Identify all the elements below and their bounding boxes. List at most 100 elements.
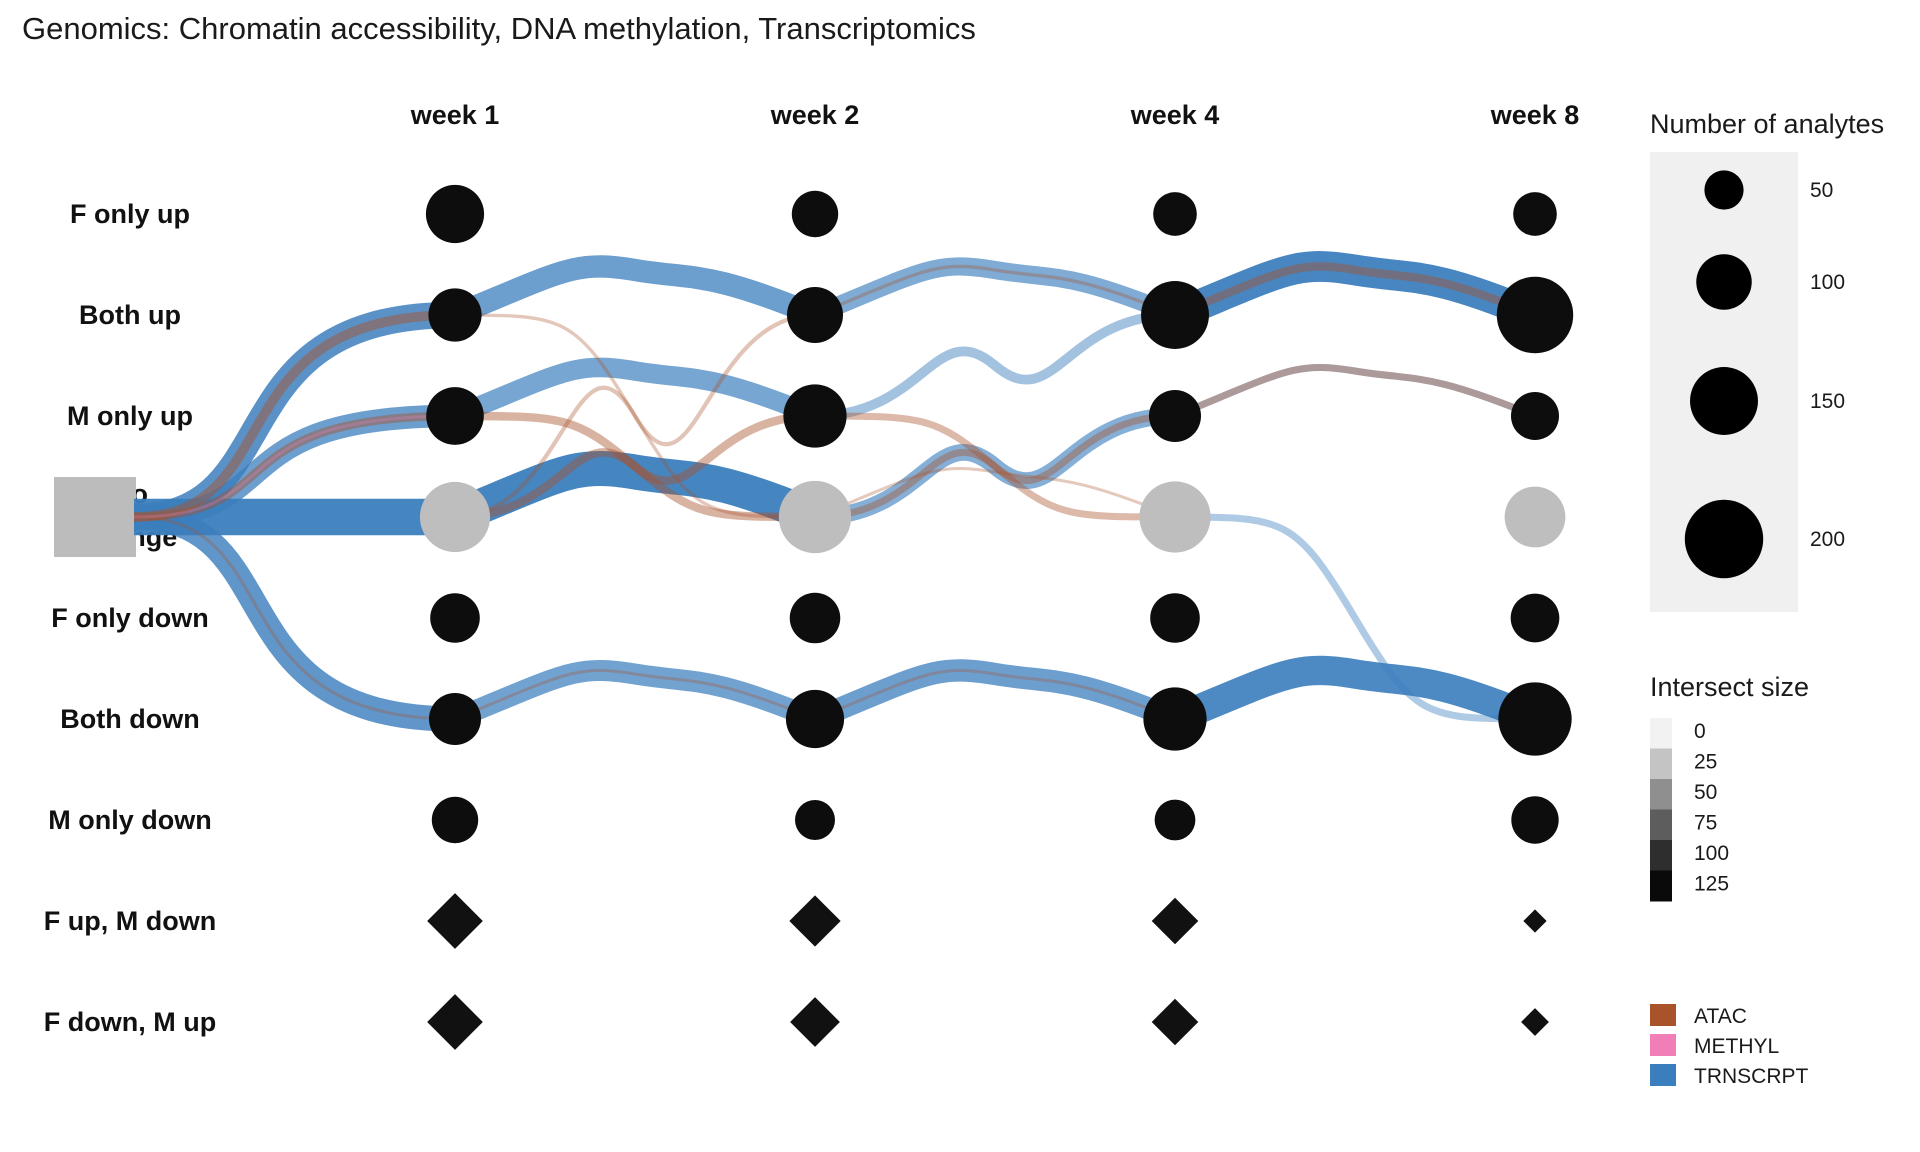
row-label-m-only-up: M only up	[67, 401, 193, 431]
flow-trnscrpt-no-change-to-m-only-up-week-4	[814, 407, 1176, 526]
node-f-down-m-up-week-1	[427, 994, 483, 1050]
flow-atac-no-change-to-both-down-week-1	[133, 515, 456, 721]
flow-atac-m-only-up-to-no-change-week-2	[454, 411, 816, 522]
intersect-legend-label-125: 125	[1694, 873, 1729, 896]
flow-trnscrpt-both-down-to-both-down-week-2	[451, 659, 819, 729]
intersect-legend: Intersect size 0 25 50 75 100 125	[1650, 672, 1809, 902]
flow-trnscrpt-m-only-up-to-m-only-up-week-8	[1173, 363, 1537, 420]
flow-atac-m-only-up-to-m-only-up-week-8	[1173, 363, 1537, 420]
intersect-legend-swatch-50	[1650, 779, 1672, 810]
intersect-legend-label-100: 100	[1694, 842, 1729, 865]
nodes	[419, 184, 1574, 1050]
flow-trnscrpt-no-change-to-both-down-week-1	[133, 504, 456, 732]
color-legend-label-methyl: METHYL	[1694, 1035, 1779, 1058]
flow-trnscrpt-m-only-up-to-both-up-week-4	[814, 310, 1176, 421]
node-f-only-up-week-4	[1153, 192, 1197, 236]
size-legend-key-150	[1690, 367, 1758, 435]
color-legend-label-trnscrpt: TRNSCRPT	[1694, 1065, 1809, 1088]
node-no-change-week-2	[778, 480, 852, 554]
flow-trnscrpt-both-down-to-both-down-week-8	[1169, 655, 1541, 733]
flow-ribbons	[133, 251, 1541, 733]
flow-atac-no-change-to-m-only-up-week-1	[133, 411, 456, 522]
intersect-legend-label-25: 25	[1694, 751, 1717, 774]
start-node-no-change	[54, 477, 136, 557]
column-header-week-8: week 8	[1490, 100, 1580, 130]
node-no-change-week-4	[1139, 481, 1211, 553]
flow-atac-both-down-to-both-down-week-2	[454, 668, 816, 721]
intersect-legend-swatch-0	[1650, 718, 1672, 749]
intersect-legend-swatch-125	[1650, 870, 1672, 902]
intersect-legend-swatch-25	[1650, 748, 1672, 780]
node-both-down-week-1	[428, 692, 482, 746]
node-f-up-m-down-week-4	[1151, 897, 1199, 945]
node-f-down-m-up-week-4	[1151, 998, 1199, 1046]
flow-atac-no-change-to-both-up-week-2	[454, 312, 816, 520]
node-f-only-down-week-2	[789, 592, 841, 644]
node-no-change-week-8	[1504, 486, 1566, 548]
flow-atac-no-change-to-m-only-up-week-2	[454, 411, 816, 522]
flow-atac-both-up-to-both-up-week-4	[814, 264, 1176, 317]
row-label-both-down: Both down	[60, 704, 199, 734]
node-both-down-week-8	[1498, 682, 1572, 756]
row-label-f-only-down: F only down	[51, 603, 208, 633]
flow-atac-no-change-to-no-change-week-4	[814, 466, 1176, 519]
column-header-week-4: week 4	[1130, 100, 1220, 130]
node-both-up-week-2	[786, 286, 844, 344]
flow-trnscrpt-both-up-to-both-up-week-4	[811, 257, 1179, 324]
flow-trnscrpt-both-up-to-both-up-week-2	[450, 255, 820, 326]
intersect-legend-swatch-75	[1650, 809, 1672, 841]
size-legend-key-100	[1696, 254, 1752, 310]
flow-atac-both-up-to-both-up-week-8	[1173, 262, 1537, 319]
node-both-down-week-4	[1143, 687, 1207, 751]
flow-atac-both-down-to-both-down-week-4	[814, 668, 1176, 721]
size-legend-key-50	[1704, 170, 1744, 210]
node-f-down-m-up-week-2	[790, 997, 840, 1047]
flow-trnscrpt-no-change-to-both-down-week-8	[1174, 513, 1536, 723]
size-legend-label-50: 50	[1810, 179, 1833, 202]
node-no-change-week-1	[419, 481, 491, 553]
size-legend-label-200: 200	[1810, 528, 1845, 551]
node-f-up-m-down-week-8	[1523, 909, 1547, 933]
size-legend-title: Number of analytes	[1650, 109, 1884, 139]
node-f-up-m-down-week-1	[427, 893, 483, 949]
row-label-both-up: Both up	[79, 300, 181, 330]
size-legend-label-150: 150	[1810, 390, 1845, 413]
intersect-legend-label-50: 50	[1694, 781, 1717, 804]
node-m-only-up-week-2	[783, 384, 847, 448]
size-legend-label-100: 100	[1810, 271, 1845, 294]
node-f-only-up-week-2	[791, 190, 839, 238]
intersect-legend-label-0: 0	[1694, 720, 1706, 743]
node-both-down-week-2	[785, 689, 845, 749]
node-both-up-week-8	[1496, 276, 1574, 354]
column-header-week-2: week 2	[770, 100, 860, 130]
size-legend-key-200	[1684, 499, 1764, 579]
intersect-legend-swatch-100	[1650, 840, 1672, 871]
row-label-m-only-down: M only down	[48, 805, 211, 835]
row-label-f-only-up: F only up	[70, 199, 190, 229]
node-m-only-up-week-4	[1148, 389, 1202, 443]
color-legend-swatch-methyl	[1650, 1034, 1676, 1056]
flow-atac-no-change-to-both-up-week-1	[133, 310, 456, 522]
column-header-week-1: week 1	[410, 100, 500, 130]
flow-trnscrpt-both-down-to-both-down-week-4	[810, 659, 1180, 730]
node-f-only-up-week-1	[425, 184, 485, 244]
node-m-only-down-week-1	[431, 796, 479, 844]
node-m-only-down-week-4	[1154, 799, 1196, 841]
color-legend-swatch-trnscrpt	[1650, 1064, 1676, 1086]
intersect-legend-label-75: 75	[1694, 812, 1717, 835]
color-legend-swatch-atac	[1650, 1004, 1676, 1026]
flow-trnscrpt-m-only-up-to-m-only-up-week-2	[451, 357, 819, 426]
node-f-only-down-week-4	[1150, 593, 1200, 643]
chart-title: Genomics: Chromatin accessibility, DNA m…	[22, 11, 976, 46]
flow-atac-m-only-up-to-no-change-week-4	[814, 412, 1176, 521]
column-headers: week 1 week 2 week 4 week 8	[410, 100, 1580, 130]
node-m-only-up-week-8	[1510, 391, 1560, 441]
intersect-legend-title: Intersect size	[1650, 672, 1809, 702]
node-f-down-m-up-week-8	[1521, 1008, 1549, 1036]
color-legend-label-atac: ATAC	[1694, 1005, 1747, 1028]
node-f-only-down-week-8	[1510, 593, 1560, 643]
node-f-up-m-down-week-2	[789, 895, 841, 947]
row-label-f-up-m-down: F up, M down	[44, 906, 216, 936]
